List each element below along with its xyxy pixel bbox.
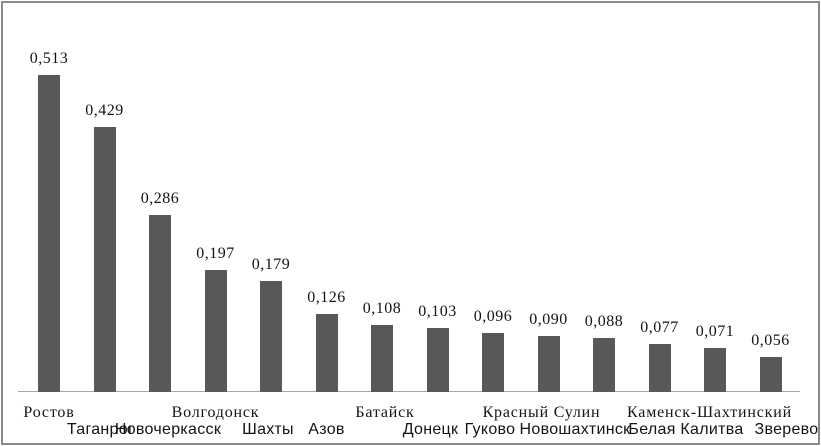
category-label: Гуково (464, 421, 516, 438)
bar-value-label: 0,286 (140, 190, 180, 207)
category-label: Новошахтинск (519, 421, 631, 438)
category-label: Шахты (242, 421, 294, 438)
bar (648, 344, 671, 392)
bar (537, 336, 560, 392)
bar-value-label: 0,096 (473, 308, 513, 325)
bar (260, 281, 282, 392)
category-label: Азов (308, 421, 345, 438)
bar-value-label: 0,103 (418, 303, 457, 320)
bar-value-label: 0,126 (307, 289, 346, 306)
bar-value-label: 0,088 (584, 313, 624, 330)
bar (426, 328, 449, 392)
bar-value-label: 0,056 (751, 332, 790, 349)
category-label: Ростов (23, 404, 75, 421)
x-axis-line (18, 391, 800, 392)
category-label: Волгодонск (171, 404, 260, 421)
bar (93, 127, 116, 392)
category-label: Батайск (355, 404, 415, 421)
bar-value-label: 0,197 (196, 245, 235, 262)
category-label: Красный Сулин (482, 404, 601, 421)
category-label: Зверево (754, 421, 819, 438)
category-label: Таганрог (66, 421, 135, 438)
bar-value-label: 0,429 (85, 102, 124, 119)
bar-value-label: 0,090 (529, 311, 568, 328)
bar (759, 357, 782, 392)
bar-value-label: 0,108 (362, 300, 402, 317)
bar (704, 348, 726, 392)
bar-value-label: 0,071 (695, 323, 735, 340)
bar (371, 325, 393, 392)
bar-value-label: 0,513 (29, 50, 69, 67)
bar-value-label: 0,179 (251, 256, 291, 273)
bar (38, 75, 60, 392)
category-label: Каменск-Шахтинский (627, 404, 792, 421)
bar (149, 215, 171, 392)
bar-value-label: 0,077 (640, 319, 679, 336)
bar (204, 270, 227, 392)
category-label: Донецк (402, 421, 459, 438)
bar (315, 314, 338, 392)
category-label: Новочеркасск (114, 421, 222, 438)
bar (482, 333, 504, 392)
category-label: Белая Калитва (628, 421, 744, 438)
bar (593, 338, 615, 392)
